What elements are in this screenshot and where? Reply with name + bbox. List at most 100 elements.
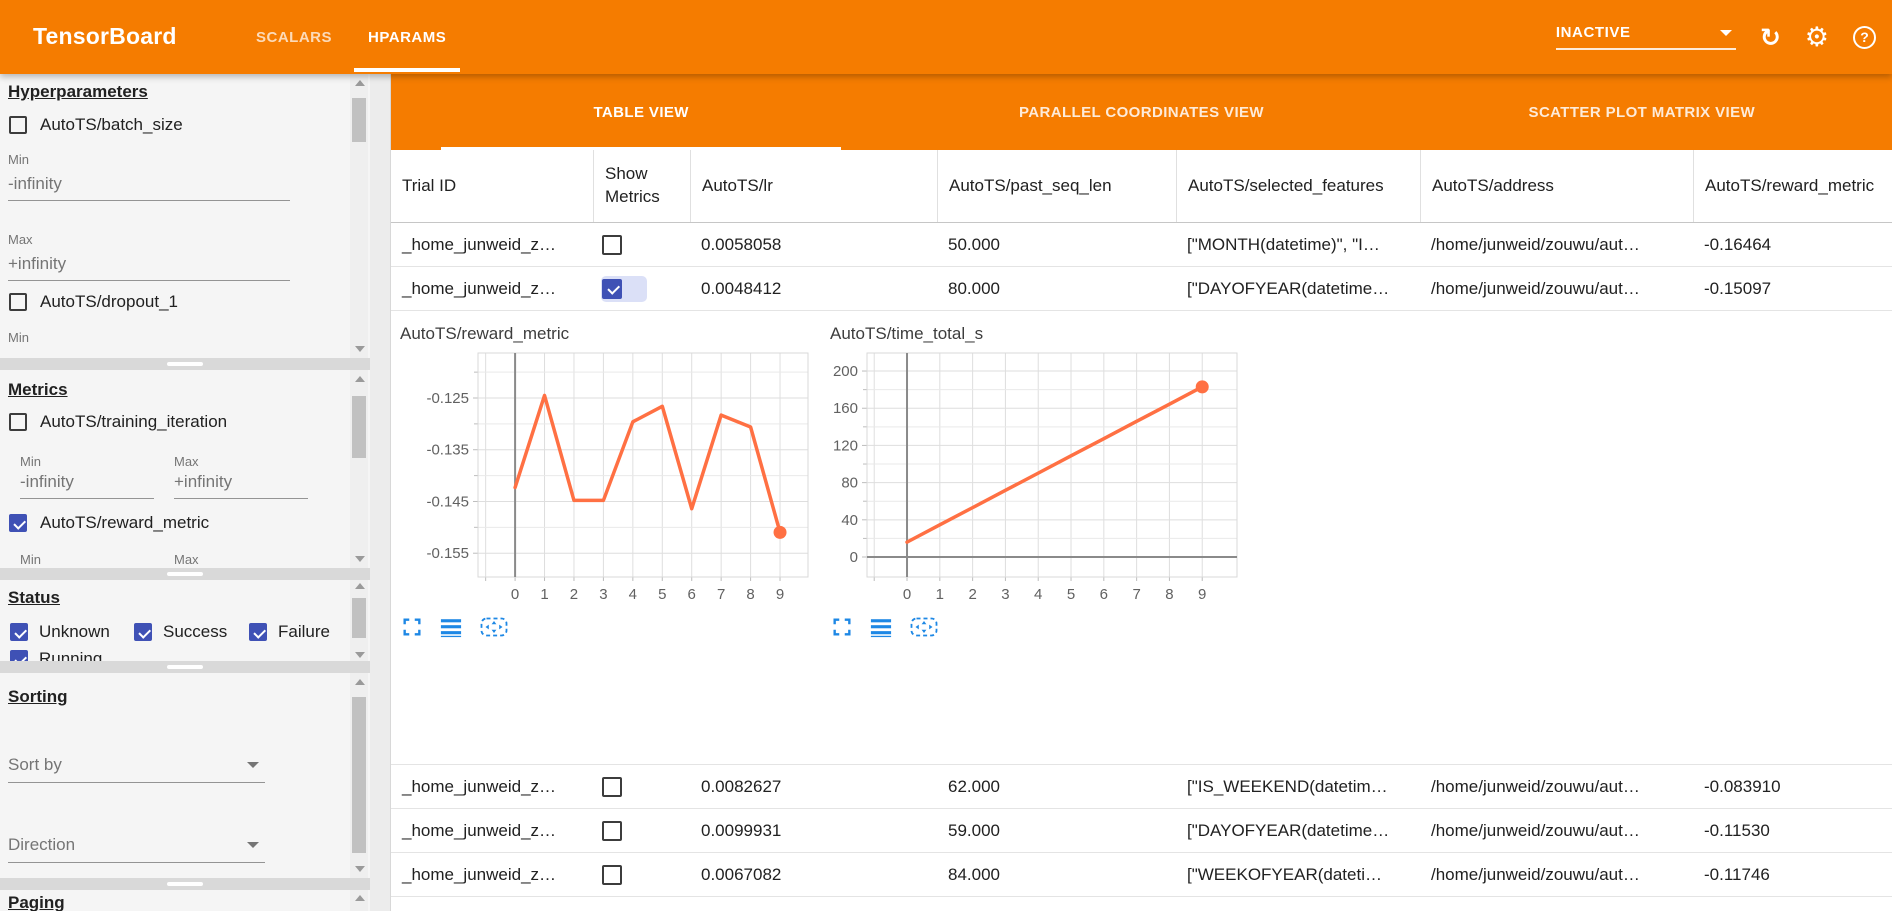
show-metrics-checkbox[interactable]: [602, 278, 622, 299]
show-metrics-cell: [593, 774, 690, 800]
dropdown-arrow-icon: [247, 842, 259, 848]
run-status-value: INACTIVE: [1555, 24, 1631, 41]
table-row[interactable]: _home_junweid_z… 0.0099931 59.000 ["DAYO…: [391, 809, 1892, 853]
scroll-down-icon[interactable]: [355, 556, 365, 562]
settings-gear-icon[interactable]: ⚙: [1804, 21, 1829, 53]
status-unknown-checkbox[interactable]: [10, 623, 28, 641]
resizer-handle-icon: [167, 572, 203, 576]
pane-resizer[interactable]: [0, 878, 370, 890]
sort-by-dropdown[interactable]: Sort by: [8, 755, 265, 783]
selected-features-cell: ["DAYOFYEAR(datetime…: [1187, 278, 1390, 298]
table-row[interactable]: _home_junweid_z… 0.0067082 84.000 ["WEEK…: [391, 853, 1892, 897]
max-input[interactable]: +infinity: [8, 254, 290, 281]
hparam-batch-size-row: AutoTS/batch_size: [9, 115, 183, 135]
paging-scrollbar[interactable]: [350, 890, 368, 911]
pane-resizer[interactable]: [0, 568, 370, 580]
tab-parallel-coordinates-view[interactable]: PARALLEL COORDINATES VIEW: [891, 74, 1391, 150]
svg-text:8: 8: [746, 586, 754, 603]
svg-text:7: 7: [1132, 586, 1140, 603]
show-metrics-checkbox[interactable]: [602, 820, 622, 841]
selected-features-cell: ["IS_WEEKEND(datetim…: [1187, 776, 1388, 796]
scroll-up-icon[interactable]: [355, 583, 365, 589]
scroll-up-icon[interactable]: [355, 679, 365, 685]
column-header-selected-features[interactable]: AutoTS/selected_features: [1176, 150, 1420, 222]
show-metrics-checkbox[interactable]: [602, 864, 622, 885]
column-header-past-seq-len[interactable]: AutoTS/past_seq_len: [937, 150, 1176, 222]
tab-scalars[interactable]: SCALARS: [256, 0, 332, 74]
fullscreen-icon[interactable]: [831, 616, 853, 638]
status-running-checkbox[interactable]: [10, 650, 28, 661]
svg-text:4: 4: [629, 586, 637, 603]
tab-hparams-label: HPARAMS: [368, 28, 447, 46]
batch-size-checkbox[interactable]: [9, 116, 27, 134]
scroll-thumb[interactable]: [352, 598, 366, 638]
tab-hparams[interactable]: HPARAMS: [354, 0, 461, 74]
fullscreen-icon[interactable]: [401, 616, 423, 638]
dropout-checkbox[interactable]: [9, 293, 27, 311]
scroll-down-icon[interactable]: [355, 866, 365, 872]
pane-resizer[interactable]: [0, 661, 370, 673]
hparam-dropout-row: AutoTS/dropout_1: [9, 292, 178, 312]
metrics-scrollbar[interactable]: [350, 370, 368, 568]
status-success-checkbox[interactable]: [134, 623, 152, 641]
reward-metric-label: AutoTS/reward_metric: [40, 513, 210, 532]
time-total-plot[interactable]: 0 40 80 120 160 200 0 1 2 3 4 5 6 7 8 9: [821, 312, 1251, 657]
direction-dropdown[interactable]: Direction: [8, 835, 265, 863]
scroll-up-icon[interactable]: [355, 376, 365, 382]
column-header-reward-metric[interactable]: AutoTS/reward_metric: [1693, 150, 1892, 222]
show-metrics-cell: [593, 818, 690, 844]
status-failure-label: Failure: [278, 622, 330, 641]
table-row[interactable]: _home_junweid_z… 0.0058058 50.000 ["MONT…: [391, 223, 1892, 267]
show-metrics-cell: [593, 232, 690, 258]
address-cell: /home/junweid/zouwu/aut…: [1431, 820, 1640, 840]
hyperparameters-heading: Hyperparameters: [8, 82, 148, 101]
reset-zoom-icon[interactable]: [909, 615, 939, 639]
tab-scatter-plot-matrix-view[interactable]: SCATTER PLOT MATRIX VIEW: [1392, 74, 1892, 150]
metric-max-label: Max: [174, 454, 199, 469]
reward-metric-checkbox[interactable]: [9, 514, 27, 532]
batch-size-label: AutoTS/batch_size: [40, 115, 183, 134]
sorting-scrollbar[interactable]: [350, 673, 368, 878]
scroll-down-icon[interactable]: [355, 652, 365, 658]
column-header-address[interactable]: AutoTS/address: [1420, 150, 1693, 222]
status-failure-checkbox[interactable]: [249, 623, 267, 641]
metric-min-input[interactable]: -infinity: [20, 472, 154, 499]
show-metrics-checkbox[interactable]: [602, 234, 622, 255]
run-status-dropdown[interactable]: INACTIVE: [1555, 24, 1736, 50]
scroll-thumb[interactable]: [352, 396, 366, 458]
dropout-label: AutoTS/dropout_1: [40, 292, 178, 311]
scroll-down-icon[interactable]: [355, 346, 365, 352]
direction-value: Direction: [8, 835, 76, 854]
metrics-heading: Metrics: [8, 380, 68, 399]
scroll-thumb[interactable]: [352, 98, 366, 142]
column-header-lr[interactable]: AutoTS/lr: [690, 150, 937, 222]
data-table-icon[interactable]: [439, 616, 463, 638]
reset-zoom-icon[interactable]: [479, 615, 509, 639]
svg-text:6: 6: [688, 586, 696, 603]
scroll-thumb[interactable]: [352, 697, 366, 853]
min-input[interactable]: -infinity: [8, 174, 290, 201]
pane-resizer[interactable]: [0, 358, 370, 370]
svg-text:3: 3: [1001, 586, 1009, 603]
sidebar-main-divider[interactable]: [370, 74, 391, 911]
svg-text:1: 1: [936, 586, 944, 603]
status-scrollbar[interactable]: [350, 580, 368, 661]
main-panel: TABLE VIEW PARALLEL COORDINATES VIEW SCA…: [391, 74, 1892, 911]
table-row[interactable]: _home_junweid_z… 0.0048412 80.000 ["DAYO…: [391, 267, 1892, 311]
data-table-icon[interactable]: [869, 616, 893, 638]
refresh-icon[interactable]: ↻: [1759, 22, 1781, 52]
tab-table-view[interactable]: TABLE VIEW: [391, 74, 891, 150]
app-title: TensorBoard: [33, 23, 177, 49]
table-row[interactable]: _home_junweid_z… 0.0082627 62.000 ["IS_W…: [391, 765, 1892, 809]
column-header-show-metrics[interactable]: Show Metrics: [593, 150, 690, 222]
training-iteration-checkbox[interactable]: [9, 413, 27, 431]
scroll-up-icon[interactable]: [355, 895, 365, 901]
show-metrics-checkbox[interactable]: [602, 776, 622, 797]
reward-metric-plot[interactable]: -0.125 -0.135 -0.145 -0.155 0 1 2 3 4 5 6 7 8 9: [391, 312, 821, 657]
hyperparameters-scrollbar[interactable]: [350, 74, 368, 358]
reward-metric-cell: -0.16464: [1704, 234, 1772, 254]
column-header-trial-id[interactable]: Trial ID: [402, 175, 457, 195]
help-icon[interactable]: ?: [1853, 25, 1876, 49]
metric-max-input[interactable]: +infinity: [174, 472, 308, 499]
scroll-up-icon[interactable]: [355, 80, 365, 86]
